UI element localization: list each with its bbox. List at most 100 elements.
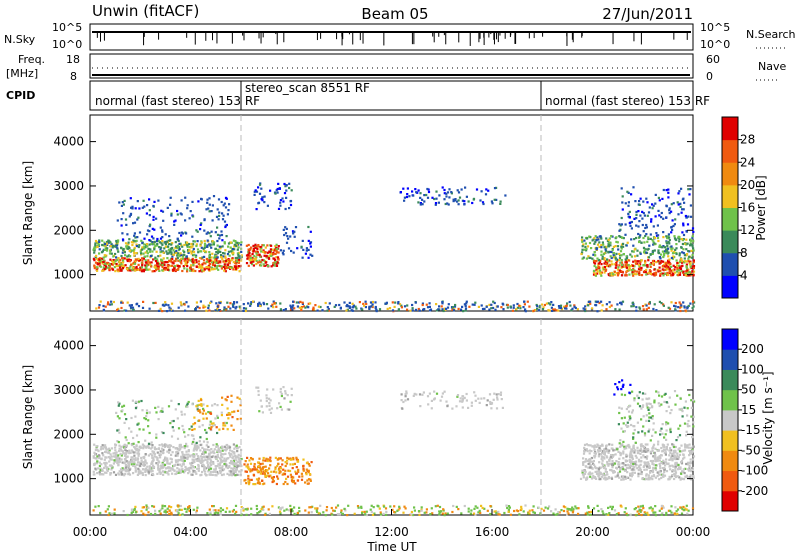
power-cell — [612, 252, 616, 255]
power-cell — [187, 243, 191, 246]
velocity-cell — [249, 462, 253, 465]
velocity-cell — [596, 470, 599, 473]
power-cell — [200, 246, 203, 249]
power-cell — [182, 265, 185, 268]
velocity-cell — [203, 466, 206, 469]
velocity-cell — [144, 459, 147, 462]
velocity-cell — [147, 425, 150, 428]
power-cell — [120, 301, 123, 304]
velocity-cell — [232, 460, 235, 463]
velocity-cell — [225, 421, 228, 425]
power-cell — [285, 184, 288, 187]
power-cell — [188, 217, 191, 220]
power-cell — [211, 261, 214, 264]
power-cell — [195, 307, 198, 310]
power-cell — [142, 257, 145, 260]
velocity-cell — [215, 443, 218, 446]
power-cell — [177, 239, 180, 242]
power-cell — [301, 302, 304, 305]
power-cell — [524, 308, 527, 311]
power-cell — [564, 305, 567, 308]
velocity-cell — [155, 456, 158, 459]
power-cell — [275, 264, 279, 267]
power-cell — [110, 300, 113, 303]
velocity-cell — [683, 449, 687, 452]
power-cell — [640, 268, 643, 271]
power-cell — [599, 259, 602, 262]
velocity-cell — [477, 397, 480, 400]
power-cell — [622, 237, 625, 240]
power-cell — [584, 245, 587, 248]
power-cell — [96, 245, 99, 248]
power-cell — [657, 251, 660, 254]
power-cell — [684, 260, 687, 263]
velocity-cell — [636, 467, 639, 470]
velocity-cell — [92, 456, 95, 459]
velocity-cell — [604, 467, 607, 471]
power-cell — [621, 195, 624, 198]
velocity-cell — [133, 445, 136, 449]
power-cell — [283, 233, 286, 237]
velocity-cell — [238, 458, 241, 461]
power-cell — [627, 191, 630, 194]
velocity-cell — [691, 468, 694, 471]
power-cell — [153, 246, 156, 249]
velocity-cell — [295, 466, 298, 469]
power-cell — [687, 250, 690, 253]
velocity-cell — [686, 463, 690, 466]
power-cell — [464, 186, 467, 189]
power-cell — [101, 257, 104, 260]
power-cell — [214, 231, 217, 234]
power-cell — [641, 223, 644, 227]
power-cell — [226, 263, 229, 266]
power-cell — [114, 244, 117, 247]
power-cell — [120, 246, 123, 249]
power-cell — [234, 240, 237, 243]
power-cell — [257, 186, 260, 189]
power-cell — [628, 216, 631, 219]
velocity-cell — [171, 451, 174, 454]
velocity-cell — [138, 428, 141, 431]
power-cell — [133, 251, 136, 255]
power-cell — [680, 259, 683, 262]
velocity-cell — [594, 465, 597, 468]
power-cell — [159, 237, 163, 240]
velocity-cell — [443, 390, 446, 393]
velocity-cell — [135, 445, 138, 448]
power-cell — [218, 250, 221, 253]
power-cell — [115, 262, 118, 266]
power-cell — [674, 266, 677, 269]
velocity-cell — [158, 444, 161, 447]
velocity-cell — [217, 450, 220, 454]
power-cell — [139, 269, 142, 272]
power-cell — [547, 302, 550, 305]
power-cell — [427, 188, 430, 191]
power-cell — [188, 248, 191, 251]
velocity-cell — [233, 447, 236, 450]
power-cell — [301, 256, 304, 259]
power-cell — [125, 245, 128, 248]
power-cell — [116, 308, 119, 311]
power-cell — [445, 192, 448, 195]
power-cell — [152, 237, 155, 240]
power-cell — [167, 252, 170, 255]
power-cell — [307, 302, 310, 305]
power-cell — [274, 261, 277, 264]
power-cell — [642, 200, 645, 203]
velocity-cell — [254, 468, 257, 471]
velocity-cell — [191, 473, 194, 476]
power-cell — [309, 230, 312, 233]
power-cell — [266, 204, 269, 207]
power-cell — [595, 300, 598, 304]
power-cell — [154, 244, 157, 247]
velocity-cell — [153, 452, 156, 456]
velocity-cell — [213, 448, 216, 451]
power-cell — [617, 271, 620, 274]
power-cell — [116, 269, 120, 272]
power-cell — [160, 258, 163, 261]
velocity-cell — [247, 483, 251, 486]
power-cell — [125, 267, 129, 271]
velocity-cell — [266, 474, 269, 477]
velocity-cell — [612, 462, 615, 465]
velocity-cell — [247, 474, 250, 478]
